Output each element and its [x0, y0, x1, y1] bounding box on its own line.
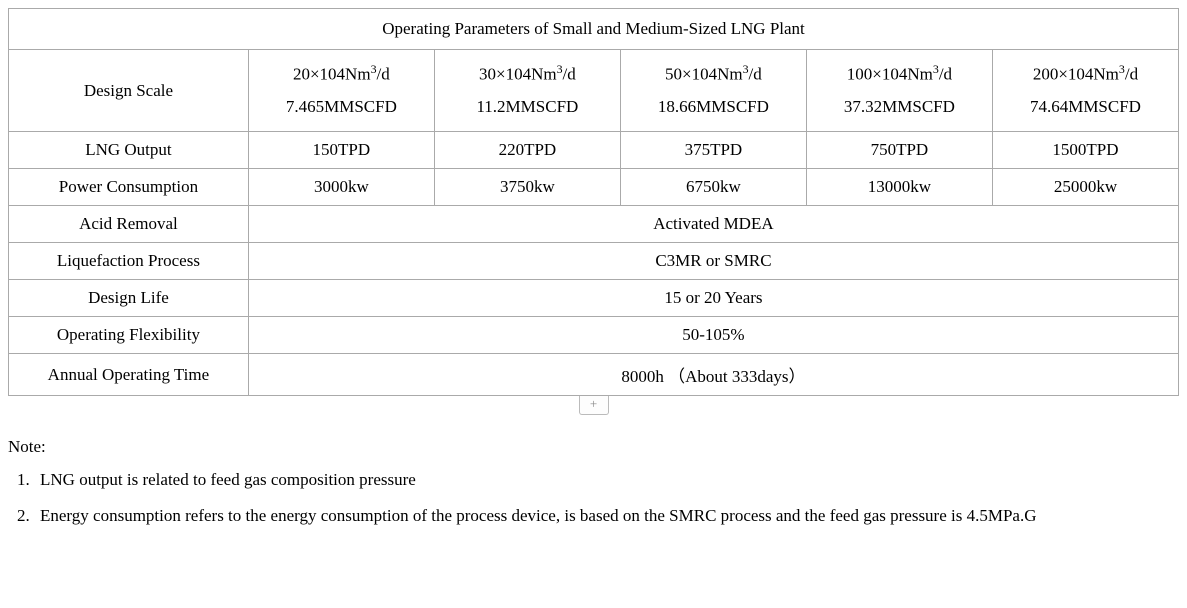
merged-value: C3MR or SMRC: [248, 243, 1178, 280]
note-item: LNG output is related to feed gas compos…: [34, 467, 1179, 493]
design-scale-line1: 30×104Nm3/d: [439, 58, 616, 91]
design-scale-cell: 200×104Nm3/d74.64MMSCFD: [992, 50, 1178, 132]
design-scale-line2: 37.32MMSCFD: [811, 91, 988, 123]
design-scale-line2: 18.66MMSCFD: [625, 91, 802, 123]
merged-value: 50-105%: [248, 317, 1178, 354]
data-cell: 750TPD: [806, 132, 992, 169]
merged-value: Activated MDEA: [248, 206, 1178, 243]
data-cell: 6750kw: [620, 169, 806, 206]
row-label: Design Life: [9, 280, 249, 317]
table-body: Operating Parameters of Small and Medium…: [9, 9, 1179, 396]
data-row: LNG Output150TPD220TPD375TPD750TPD1500TP…: [9, 132, 1179, 169]
design-scale-cell: 20×104Nm3/d7.465MMSCFD: [248, 50, 434, 132]
data-cell: 13000kw: [806, 169, 992, 206]
design-scale-row: Design Scale20×104Nm3/d7.465MMSCFD30×104…: [9, 50, 1179, 132]
data-cell: 25000kw: [992, 169, 1178, 206]
design-scale-line1: 100×104Nm3/d: [811, 58, 988, 91]
add-row-handle[interactable]: +: [579, 396, 609, 415]
note-item: Energy consumption refers to the energy …: [34, 503, 1179, 529]
row-label: Annual Operating Time: [9, 354, 249, 396]
merged-value: 8000h （About 333days）: [248, 354, 1178, 396]
row-label: Liquefaction Process: [9, 243, 249, 280]
merged-row: Annual Operating Time8000h （About 333day…: [9, 354, 1179, 396]
merged-row: Design Life15 or 20 Years: [9, 280, 1179, 317]
notes-heading: Note:: [8, 437, 1179, 457]
notes-list: LNG output is related to feed gas compos…: [8, 467, 1179, 528]
design-scale-line2: 7.465MMSCFD: [253, 91, 430, 123]
data-row: Power Consumption3000kw3750kw6750kw13000…: [9, 169, 1179, 206]
data-cell: 3000kw: [248, 169, 434, 206]
data-cell: 3750kw: [434, 169, 620, 206]
data-cell: 150TPD: [248, 132, 434, 169]
design-scale-line2: 74.64MMSCFD: [997, 91, 1174, 123]
merged-row: Acid RemovalActivated MDEA: [9, 206, 1179, 243]
row-label: Acid Removal: [9, 206, 249, 243]
row-label: Operating Flexibility: [9, 317, 249, 354]
data-cell: 375TPD: [620, 132, 806, 169]
row-label: LNG Output: [9, 132, 249, 169]
design-scale-cell: 100×104Nm3/d37.32MMSCFD: [806, 50, 992, 132]
table-title: Operating Parameters of Small and Medium…: [9, 9, 1179, 50]
data-cell: 1500TPD: [992, 132, 1178, 169]
design-scale-line2: 11.2MMSCFD: [439, 91, 616, 123]
notes-section: Note: LNG output is related to feed gas …: [8, 437, 1179, 528]
design-scale-line1: 20×104Nm3/d: [253, 58, 430, 91]
data-cell: 220TPD: [434, 132, 620, 169]
row-label: Design Scale: [9, 50, 249, 132]
title-row: Operating Parameters of Small and Medium…: [9, 9, 1179, 50]
merged-row: Liquefaction ProcessC3MR or SMRC: [9, 243, 1179, 280]
design-scale-cell: 30×104Nm3/d11.2MMSCFD: [434, 50, 620, 132]
design-scale-line1: 200×104Nm3/d: [997, 58, 1174, 91]
design-scale-cell: 50×104Nm3/d18.66MMSCFD: [620, 50, 806, 132]
merged-value: 15 or 20 Years: [248, 280, 1178, 317]
merged-row: Operating Flexibility50-105%: [9, 317, 1179, 354]
parameters-table: Operating Parameters of Small and Medium…: [8, 8, 1179, 396]
design-scale-line1: 50×104Nm3/d: [625, 58, 802, 91]
row-label: Power Consumption: [9, 169, 249, 206]
